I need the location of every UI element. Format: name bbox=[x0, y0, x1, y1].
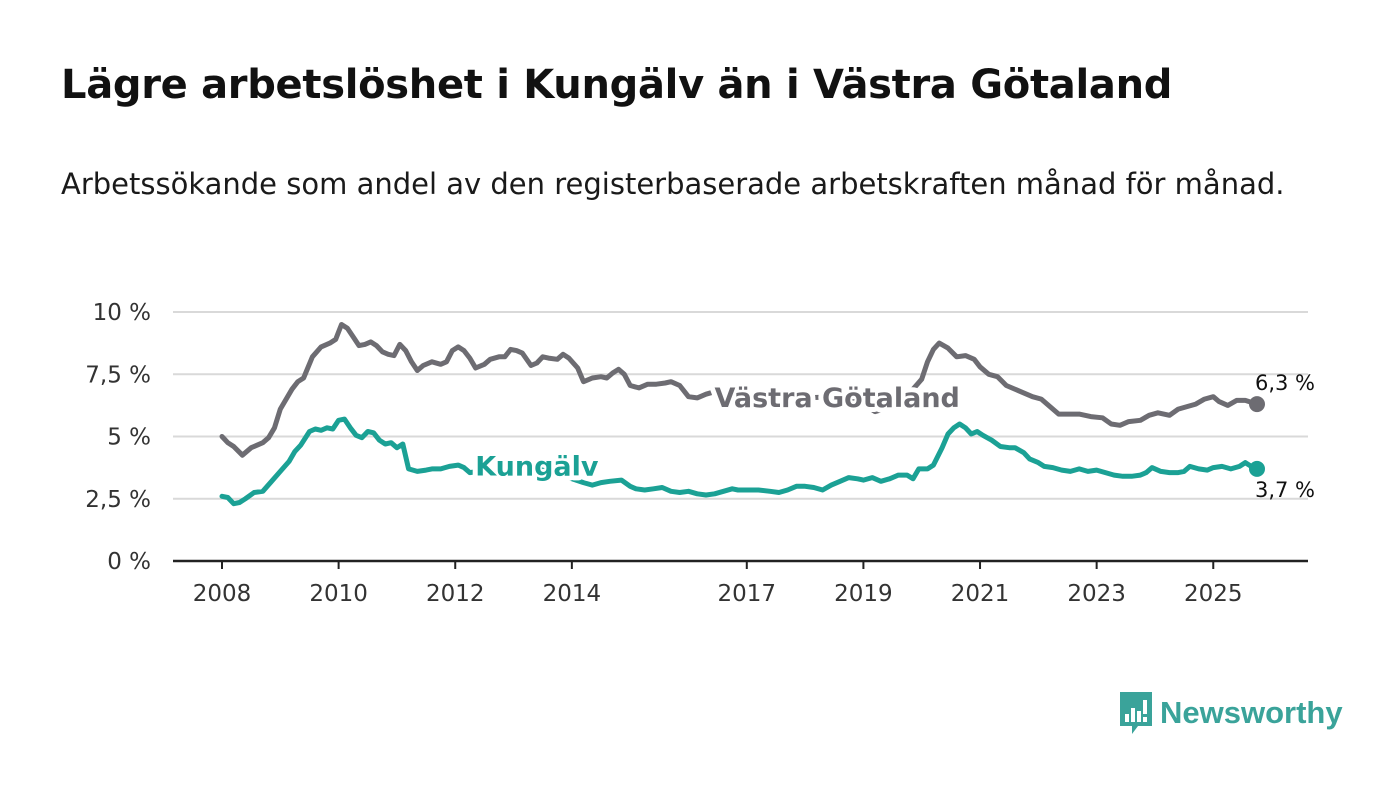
x-axis-ticks: 2008 2010 2012 2014 2017 2019 2021 2023 2025 bbox=[193, 561, 1243, 607]
page-title: Lägre arbetslöshet i Kungälv än i Västra… bbox=[61, 62, 1173, 108]
series-annotation-label: Kungälv bbox=[475, 451, 599, 482]
y-tick-label: 10 % bbox=[93, 300, 151, 326]
grid-lines bbox=[173, 311, 1308, 563]
series-end-marker bbox=[1249, 460, 1265, 477]
series-labels: 6,3 % 3,7 % Västra Götaland Kungälv bbox=[470, 371, 1315, 502]
y-axis-ticks: 0 % 2,5 % 5 % 7,5 % 10 % bbox=[85, 300, 151, 575]
x-tick-label: 2012 bbox=[426, 581, 485, 607]
series-line-0 bbox=[219, 322, 1260, 458]
y-tick-label: 2,5 % bbox=[85, 487, 151, 513]
brand-logo: Newsworthy bbox=[1118, 690, 1343, 736]
x-tick-label: 2017 bbox=[718, 581, 777, 607]
x-tick-label: 2008 bbox=[193, 581, 252, 607]
series-end-label: 6,3 % bbox=[1255, 371, 1315, 395]
x-tick-label: 2010 bbox=[309, 581, 368, 607]
series-line-1 bbox=[219, 416, 1260, 507]
y-tick-label: 7,5 % bbox=[85, 362, 151, 388]
series-lines bbox=[219, 322, 1265, 507]
x-tick-label: 2014 bbox=[543, 581, 602, 607]
x-tick-label: 2021 bbox=[951, 581, 1010, 607]
series-annotation-label: Västra Götaland bbox=[714, 383, 959, 414]
x-tick-label: 2019 bbox=[834, 581, 893, 607]
page-subtitle: Arbetssökande som andel av den registerb… bbox=[61, 167, 1285, 201]
y-tick-label: 5 % bbox=[107, 425, 151, 451]
x-tick-label: 2025 bbox=[1184, 581, 1243, 607]
series-end-marker bbox=[1249, 396, 1265, 413]
bar-chart-speech-icon bbox=[1120, 692, 1152, 734]
x-tick-label: 2023 bbox=[1067, 581, 1126, 607]
series-end-label: 3,7 % bbox=[1255, 478, 1315, 502]
y-tick-label: 0 % bbox=[107, 549, 151, 575]
brand-name: Newsworthy bbox=[1160, 695, 1343, 730]
